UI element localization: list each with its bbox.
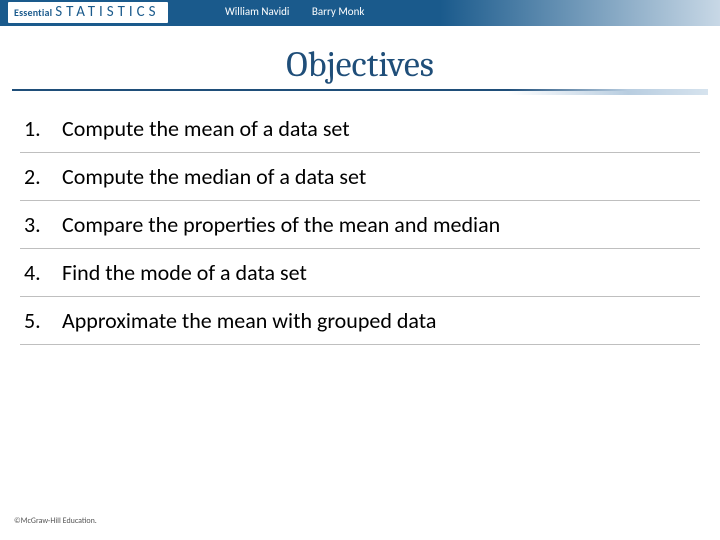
author-1: William Navidi	[225, 5, 289, 18]
objective-text: Compute the median of a data set	[62, 163, 366, 190]
objective-number: 5.	[24, 307, 62, 334]
objective-number: 3.	[24, 211, 62, 238]
objective-row: 1. Compute the mean of a data set	[20, 105, 700, 153]
header-bar: Essential STATISTICS William Navidi Barr…	[0, 0, 720, 26]
objective-row: 4. Find the mode of a data set	[20, 249, 700, 297]
header-gradient	[440, 0, 720, 26]
objective-row: 5. Approximate the mean with grouped dat…	[20, 297, 700, 345]
objective-text: Find the mode of a data set	[62, 259, 307, 286]
objective-text: Compute the mean of a data set	[62, 115, 350, 142]
objective-text: Approximate the mean with grouped data	[62, 307, 436, 334]
objective-row: 2. Compute the median of a data set	[20, 153, 700, 201]
objective-text: Compare the properties of the mean and m…	[62, 211, 500, 238]
copyright-text: ©McGraw-Hill Education.	[14, 516, 97, 526]
book-title-main: STATISTICS	[55, 3, 159, 21]
objective-number: 2.	[24, 163, 62, 190]
objectives-list: 1. Compute the mean of a data set 2. Com…	[20, 105, 700, 345]
authors: William Navidi Barry Monk	[225, 5, 364, 18]
slide-title: Objectives	[286, 44, 434, 87]
objective-number: 1.	[24, 115, 62, 142]
book-title-prefix: Essential	[14, 6, 52, 19]
title-underline-fade	[508, 89, 708, 95]
objective-number: 4.	[24, 259, 62, 286]
slide-title-wrap: Objectives	[0, 44, 720, 91]
objective-row: 3. Compare the properties of the mean an…	[20, 201, 700, 249]
book-title-box: Essential STATISTICS	[8, 2, 168, 23]
title-underline	[12, 89, 708, 91]
author-2: Barry Monk	[312, 5, 364, 18]
